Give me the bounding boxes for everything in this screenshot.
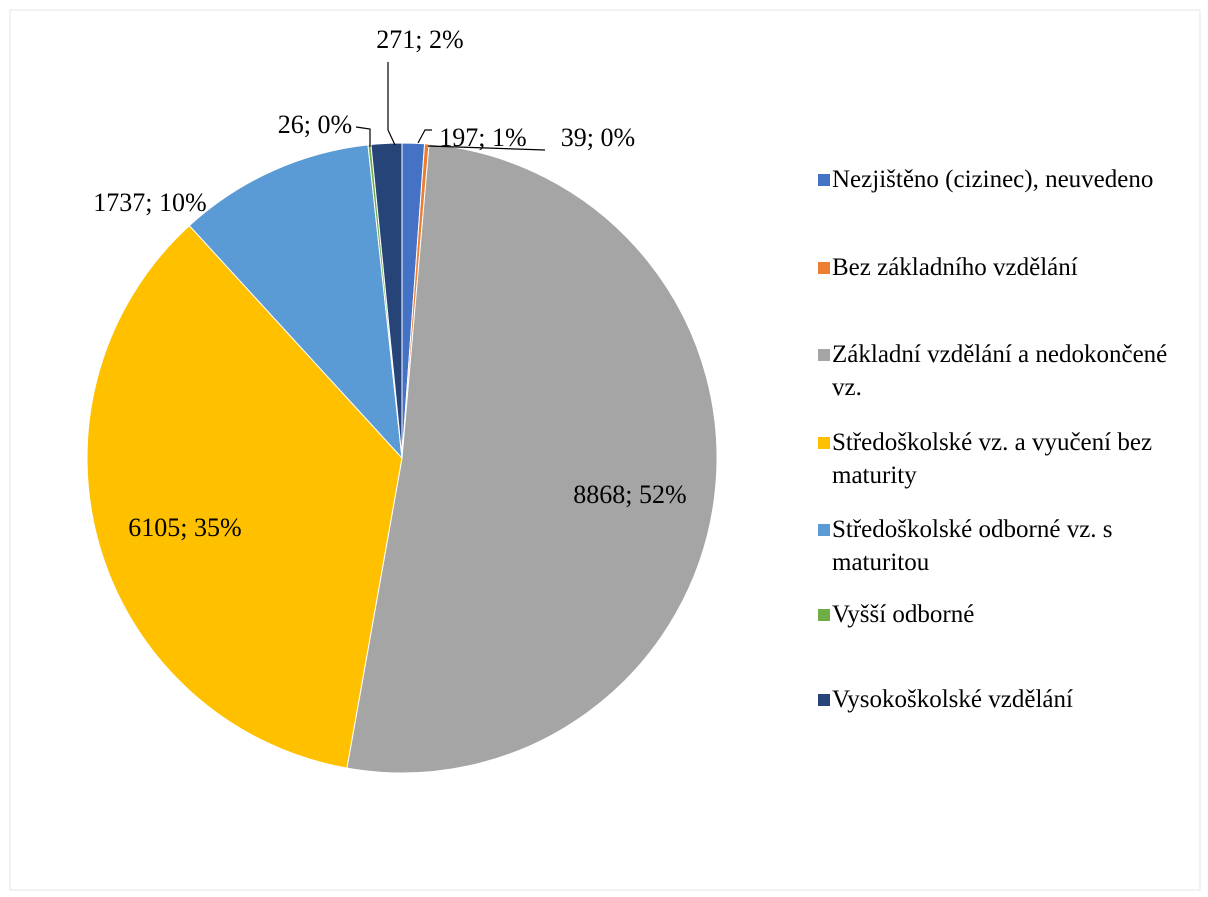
legend-label: Vyšší odborné (832, 601, 975, 628)
legend-item: Základní vzdělání a nedokončené vz. (818, 338, 1172, 404)
leader-line (427, 145, 546, 151)
leader-line (355, 126, 371, 147)
legend-item: Středoškolské odborné vz. s maturitou (818, 513, 1172, 579)
legend-label: Středoškolské vz. a vyučení bez maturity (832, 429, 1153, 489)
chart-border (9, 9, 1201, 891)
legend-swatch (818, 174, 830, 186)
legend-swatch (818, 609, 830, 621)
data-label: 8868; 52% (573, 480, 686, 509)
legend-item: Vysokoškolské vzdělání (818, 683, 1172, 716)
legend-label: Vysokoškolské vzdělání (832, 686, 1073, 713)
legend-swatch (818, 262, 830, 274)
data-label: 197; 1% (439, 123, 526, 152)
legend-swatch (818, 694, 830, 706)
data-label: 271; 2% (376, 25, 463, 54)
legend-label: Středoškolské odborné vz. s maturitou (832, 516, 1113, 576)
pie-slice (188, 144, 403, 460)
pie-slice (86, 224, 403, 769)
legend-item: Bez základního vzdělání (818, 251, 1172, 284)
legend-item: Nezjištěno (cizinec), neuvedeno (818, 163, 1172, 196)
pie-slice (370, 142, 403, 459)
legend-label: Základní vzdělání a nedokončené vz. (832, 341, 1168, 401)
data-label: 6105; 35% (128, 513, 241, 542)
pie-slice (346, 143, 718, 774)
data-label: 39; 0% (561, 123, 635, 152)
data-label: 1737; 10% (93, 188, 206, 217)
data-label: 26; 0% (278, 110, 352, 139)
legend-label: Nezjištěno (cizinec), neuvedeno (832, 166, 1154, 193)
legend-label: Bez základního vzdělání (832, 254, 1078, 281)
leader-line (417, 129, 432, 144)
legend-item: Středoškolské vz. a vyučení bez maturity (818, 426, 1172, 492)
legend-swatch (818, 437, 830, 449)
legend-swatch (818, 349, 830, 361)
legend-item: Vyšší odborné (818, 598, 1172, 631)
leader-line (387, 62, 396, 146)
legend-swatch (818, 524, 830, 536)
